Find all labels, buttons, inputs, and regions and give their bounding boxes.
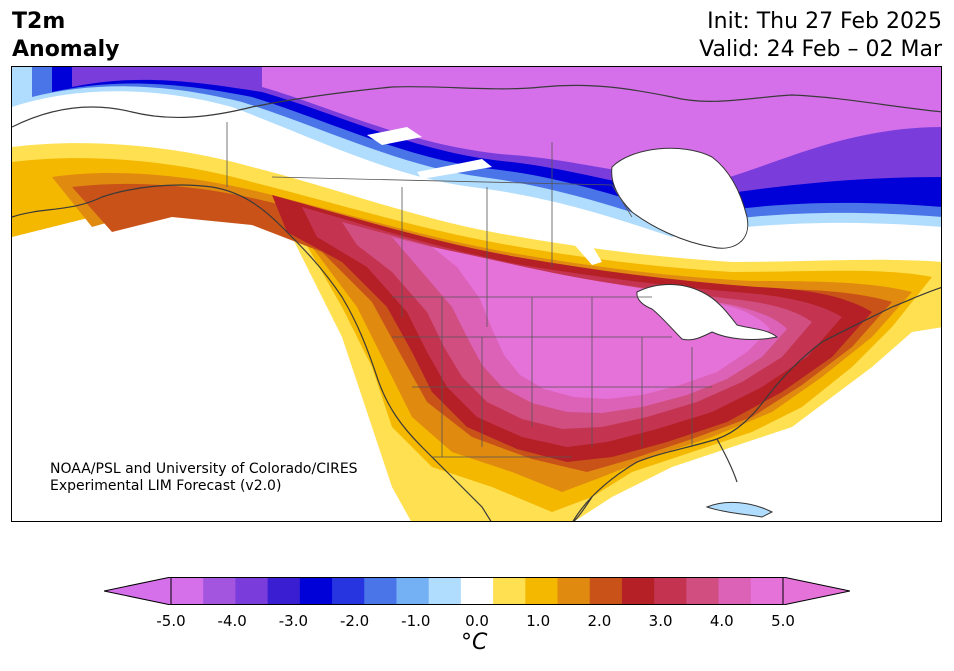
- hudson-bay: [611, 147, 749, 249]
- colorbar-swatch: [235, 577, 269, 605]
- colorbar-tick-label: -5.0: [156, 612, 186, 630]
- credit-text: NOAA/PSL and University of Colorado/CIRE…: [50, 461, 358, 495]
- colorbar-swatch: [557, 577, 591, 605]
- colorbar-swatch: [654, 577, 687, 605]
- title-line-1: T2m: [12, 9, 66, 34]
- colorbar: [104, 577, 850, 605]
- coastlines: [12, 84, 941, 521]
- colorbar-swatch: [718, 577, 752, 605]
- credit-line-1: NOAA/PSL and University of Colorado/CIRE…: [50, 461, 358, 477]
- colorbar-swatch: [171, 577, 204, 605]
- warm-core-magenta: [432, 247, 770, 399]
- colorbar-frame: [170, 577, 784, 605]
- colorbar-over-arrow: [782, 577, 850, 605]
- colorbar-tick-label: 1.0: [526, 612, 551, 630]
- title-line-2: Anomaly: [12, 37, 120, 62]
- colorbar-tick-label: -3.0: [278, 612, 309, 630]
- colorbar-swatch: [525, 577, 559, 605]
- political-borders: [226, 122, 712, 458]
- colorbar-tick-label: 3.0: [648, 612, 673, 630]
- colorbar-swatch: [299, 577, 333, 605]
- colorbar-swatch: [621, 577, 655, 605]
- map-canvas: [12, 67, 941, 521]
- anomaly-map: NOAA/PSL and University of Colorado/CIRE…: [11, 66, 942, 522]
- colorbar-swatch: [364, 577, 397, 605]
- forecast-dates: Init: Thu 27 Feb 2025 Valid: 24 Feb – 02…: [699, 8, 942, 64]
- lake-streak-2: [417, 159, 492, 179]
- colorbar-tick-label: 2.0: [587, 612, 612, 630]
- unit-label: °C: [461, 630, 488, 655]
- colorbar-swatch: [428, 577, 462, 605]
- colorbar-swatch: [686, 577, 720, 605]
- colorbar-swatch: [460, 577, 494, 605]
- great-lakes: [636, 284, 779, 341]
- arctic-magenta: [262, 67, 941, 182]
- colorbar-swatch: [396, 577, 430, 605]
- colorbar-tick-label: 5.0: [771, 612, 795, 630]
- colorbar-swatch: [203, 577, 236, 605]
- colorbar-swatch: [750, 577, 784, 605]
- valid-range: Valid: 24 Feb – 02 Mar: [699, 37, 942, 62]
- colorbar-under-arrow: [104, 577, 172, 605]
- colorbar-tick-label: -1.0: [401, 612, 431, 630]
- colorbar-tick-label: 0.0: [465, 612, 489, 630]
- credit-line-2: Experimental LIM Forecast (v2.0): [50, 478, 282, 494]
- colorbar-swatch: [267, 577, 301, 605]
- map-title: T2m Anomaly: [12, 8, 119, 64]
- colorbar-swatch: [493, 577, 526, 605]
- colorbar-swatch: [332, 577, 365, 605]
- colorbar-tick-label: -4.0: [217, 612, 247, 630]
- colorbar-tick-label: 4.0: [709, 612, 734, 630]
- lake-streak-3: [567, 227, 602, 265]
- cuba-island: [705, 502, 774, 518]
- init-date: Init: Thu 27 Feb 2025: [707, 9, 942, 34]
- colorbar-ticks: -5.0 -4.0 -3.0 -2.0 -1.0 0.0 1.0 2.0 3.0 4.0 5.0: [0, 612, 954, 632]
- colorbar-swatch: [589, 577, 623, 605]
- lake-streak-1: [367, 127, 422, 145]
- colorbar-tick-label: -2.0: [339, 612, 370, 630]
